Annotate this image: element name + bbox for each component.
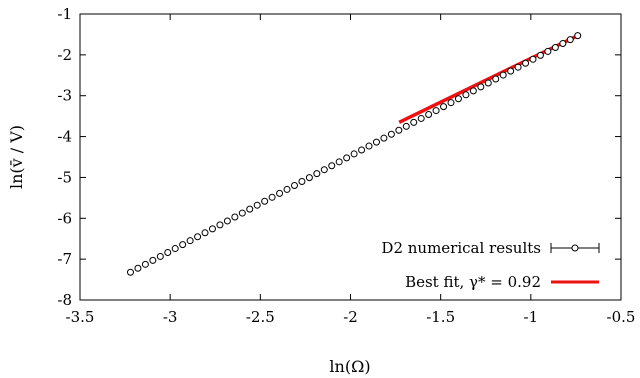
data-point	[194, 233, 202, 241]
data-point	[484, 79, 492, 87]
legend: D2 numerical results Best fit, γ* = 0.92	[381, 239, 600, 291]
data-point	[566, 36, 574, 44]
x-tick-label: -1	[524, 308, 539, 326]
data-point	[432, 107, 440, 115]
data-point	[223, 217, 231, 225]
data-point	[268, 193, 276, 201]
data-point	[387, 130, 395, 138]
data-point	[425, 111, 433, 119]
data-point	[298, 178, 306, 186]
data-point	[253, 201, 261, 209]
data-point	[514, 63, 522, 71]
data-point	[477, 83, 485, 91]
tick-labels: -3.5 -3 -2.5 -2 -1.5 -1 -0.5 -8 -7 -6 -5 -4 -3 -2 -1	[57, 5, 635, 326]
data-point	[492, 75, 500, 83]
data-point	[395, 126, 403, 134]
data-point	[559, 40, 567, 48]
y-tick-label: -8	[57, 291, 72, 309]
x-tick-label: -1.5	[426, 308, 455, 326]
x-tick-label: -2.5	[246, 308, 275, 326]
y-tick-label: -3	[57, 87, 72, 105]
data-point	[350, 150, 358, 158]
data-point	[574, 32, 582, 40]
legend-swatch-data	[550, 243, 600, 253]
data-point	[358, 146, 366, 154]
data-point	[522, 59, 530, 67]
points-layer	[126, 32, 582, 276]
data-point	[149, 256, 157, 264]
data-point	[171, 245, 179, 253]
data-point	[402, 122, 410, 130]
y-tick-label: -7	[57, 250, 72, 268]
data-point	[469, 87, 477, 95]
data-point	[208, 225, 216, 233]
data-point	[238, 209, 246, 217]
data-point	[134, 264, 142, 272]
data-point	[156, 252, 164, 260]
data-point	[231, 213, 239, 221]
x-tick-label: -2	[343, 308, 358, 326]
data-point	[320, 166, 328, 174]
y-tick-label: -4	[57, 128, 72, 146]
data-point	[186, 237, 194, 245]
data-point	[343, 154, 351, 162]
y-axis-label: ln(v̄ / V)	[7, 125, 26, 189]
data-point	[246, 205, 254, 213]
data-point	[417, 114, 425, 122]
data-point	[276, 189, 284, 197]
data-point	[365, 142, 373, 150]
data-point	[462, 91, 470, 99]
ticks	[79, 13, 622, 301]
x-tick-label: -3.5	[66, 308, 95, 326]
x-axis-label: ln(Ω)	[329, 357, 370, 376]
data-point	[447, 99, 455, 107]
data-point	[290, 181, 298, 189]
x-tick-label: -0.5	[607, 308, 636, 326]
data-point	[283, 185, 291, 193]
data-point	[544, 47, 552, 55]
y-tick-label: -6	[57, 209, 72, 227]
y-tick-label: -5	[57, 168, 72, 186]
data-point	[440, 103, 448, 111]
fit-layer	[398, 34, 579, 124]
data-point	[536, 51, 544, 59]
data-point	[126, 268, 134, 276]
data-point	[179, 241, 187, 249]
legend-label-data: D2 numerical results	[381, 239, 541, 257]
data-point	[141, 260, 149, 268]
data-point	[216, 221, 224, 229]
y-tick-label: -1	[57, 5, 72, 23]
y-tick-label: -2	[57, 46, 72, 64]
data-point	[261, 197, 269, 205]
data-point	[201, 229, 209, 237]
data-point	[410, 118, 418, 126]
data-point	[454, 95, 462, 103]
legend-label-fit: Best fit, γ* = 0.92	[405, 273, 541, 291]
data-point	[380, 134, 388, 142]
data-point	[507, 67, 515, 75]
data-point	[164, 249, 172, 257]
x-tick-label: -3	[163, 308, 178, 326]
data-point	[499, 71, 507, 79]
data-point	[551, 43, 559, 51]
data-point	[335, 158, 343, 166]
data-point	[529, 55, 537, 63]
data-point	[328, 162, 336, 170]
data-point	[313, 170, 321, 178]
best-fit-line	[398, 34, 579, 124]
data-point	[305, 174, 313, 182]
data-point	[372, 138, 380, 146]
